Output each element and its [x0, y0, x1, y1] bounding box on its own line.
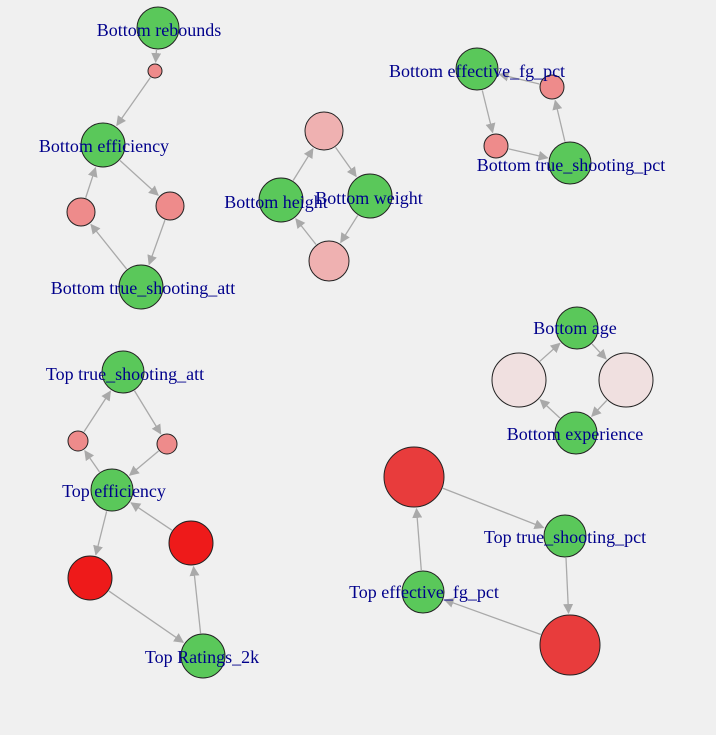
- edge-f-efg-ts-1-to-v-bot-tsp: [508, 148, 549, 161]
- edges-layer: [83, 49, 608, 643]
- factor-node-f-teff-1: [67, 555, 113, 601]
- factor-node-f-teff-2: [168, 520, 214, 566]
- node-label-top-effective-fg-pct: Top effective_fg_pct: [349, 582, 499, 602]
- node-label-bottom-rebounds: Bottom rebounds: [97, 20, 222, 40]
- variable-node-v-top-efg: [401, 570, 445, 614]
- factor-node-f-top-a: [383, 446, 445, 508]
- edge-f-eff-tsa-2-to-v-bot-tsa: [147, 219, 166, 266]
- factor-node-f-ttsa-2: [156, 433, 178, 455]
- edge-f-top-b-to-v-top-efg: [443, 598, 542, 636]
- variable-node-v-top-tsa: [101, 350, 145, 394]
- edge-v-top-eff-to-f-teff-1: [93, 511, 108, 556]
- edge-v-bot-exp-to-f-age-exp-1: [539, 399, 561, 419]
- variable-node-v-bot-exp: [554, 411, 598, 455]
- factor-node-f-hw-bottom: [308, 240, 350, 282]
- edge-v-bot-tsa-to-f-eff-tsa-1: [90, 223, 128, 270]
- factor-node-f-efg-ts-2: [539, 74, 565, 100]
- edge-f-top-a-to-v-top-tsp: [442, 487, 545, 530]
- edge-v-top-eff-to-f-ttsa-1: [84, 450, 100, 473]
- edge-v-top-tsp-to-f-top-b: [563, 557, 574, 615]
- variable-node-v-bot-efficiency: [80, 122, 126, 168]
- node-label-bottom-efficiency: Bottom efficiency: [39, 136, 169, 156]
- node-label-bottom-height: Bottom height: [224, 192, 328, 212]
- node-label-bottom-weight: Bottom weight: [315, 188, 423, 208]
- variable-node-v-bot-efg: [455, 47, 499, 91]
- edge-f-hw-bottom-to-v-bot-height: [295, 218, 317, 245]
- factor-node-f-ttsa-1: [67, 430, 89, 452]
- edge-v-top-tsa-to-f-ttsa-2: [133, 390, 162, 435]
- edge-f-ttsa-1-to-v-top-tsa: [83, 390, 111, 433]
- variable-node-v-top-ratings: [180, 633, 226, 679]
- node-label-bottom-experience: Bottom experience: [507, 424, 643, 444]
- node-label-top-efficiency: Top efficiency: [62, 481, 166, 501]
- factor-node-f-hw-top: [304, 111, 344, 151]
- variable-node-v-bot-height: [258, 177, 304, 223]
- edge-v-top-ratings-to-f-teff-2: [189, 565, 202, 634]
- edge-f-ttsa-2-to-v-top-eff: [128, 450, 159, 476]
- factor-node-f-reb-eff: [147, 63, 163, 79]
- factor-node-f-eff-tsa-1: [66, 197, 96, 227]
- node-label-bottom-age: Bottom age: [533, 318, 617, 338]
- edge-v-bot-efficiency-to-f-eff-tsa-2: [119, 160, 159, 196]
- variable-node-v-top-tsp: [543, 514, 587, 558]
- variable-node-v-bot-weight: [347, 173, 393, 219]
- node-label-top-ratings-2k: Top Ratings_2k: [145, 647, 259, 667]
- node-label-bottom-true-shooting-pct: Bottom true_shooting_pct: [477, 155, 666, 175]
- edge-f-teff-2-to-v-top-eff: [130, 502, 173, 531]
- edge-v-bot-height-to-f-hw-top: [292, 147, 314, 181]
- factor-node-f-efg-ts-1: [483, 133, 509, 159]
- edge-v-bot-weight-to-f-hw-bottom: [340, 215, 359, 244]
- labels-layer: Bottom rebounds Bottom efficiency Bottom t…: [39, 20, 665, 667]
- edge-f-teff-1-to-v-top-ratings: [108, 590, 185, 643]
- edge-f-age-exp-1-to-v-bot-age: [539, 342, 561, 362]
- variable-node-v-bot-age: [555, 306, 599, 350]
- variable-node-v-bot-tsa: [118, 264, 164, 310]
- edge-v-bot-age-to-f-age-exp-2: [591, 343, 607, 360]
- node-label-top-true-shooting-pct: Top true_shooting_pct: [484, 527, 646, 547]
- edge-v-bot-efg-to-f-efg-ts-1: [481, 90, 496, 134]
- edge-f-age-exp-2-to-v-bot-exp: [591, 399, 608, 417]
- edge-f-hw-top-to-v-bot-weight: [335, 146, 357, 178]
- variable-node-v-top-eff: [90, 468, 134, 512]
- factor-node-f-eff-tsa-2: [155, 191, 185, 221]
- edge-f-efg-ts-2-to-v-bot-efg: [498, 71, 540, 85]
- node-label-bottom-true-shooting-att: Bottom true_shooting_att: [51, 278, 236, 298]
- edge-f-eff-tsa-1-to-v-bot-efficiency: [85, 166, 98, 198]
- edge-v-top-efg-to-f-top-a: [412, 507, 423, 571]
- edge-v-bot-rebounds-to-f-reb-eff: [151, 49, 162, 64]
- node-label-bottom-effective-fg-pct: Bottom effective_fg_pct: [389, 61, 565, 81]
- nodes-layer: [66, 6, 654, 679]
- factor-node-f-age-exp-2: [598, 352, 654, 408]
- edge-v-bot-tsp-to-f-efg-ts-2: [552, 99, 566, 142]
- variable-node-v-bot-tsp: [548, 141, 592, 185]
- factor-node-f-top-b: [539, 614, 601, 676]
- factor-node-f-age-exp-1: [491, 352, 547, 408]
- variable-node-v-bot-rebounds: [136, 6, 180, 50]
- edge-f-reb-eff-to-v-bot-efficiency: [116, 77, 151, 127]
- node-label-top-true-shooting-att: Top true_shooting_att: [46, 364, 204, 384]
